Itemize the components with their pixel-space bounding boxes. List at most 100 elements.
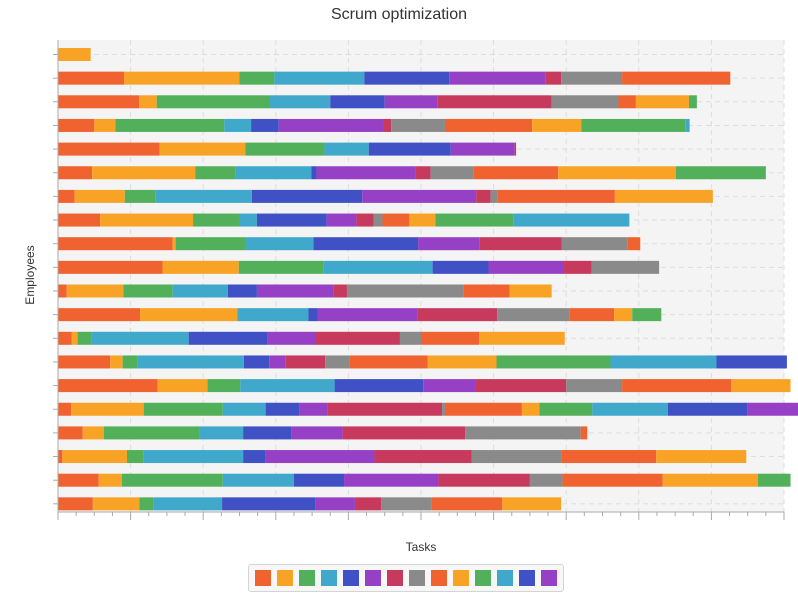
bar-segment [326,213,357,227]
bar-segment [139,497,154,511]
bar-segment [222,497,316,511]
legend-swatch[interactable] [497,570,513,586]
bar-segment [157,379,208,393]
bar-segment [561,450,657,464]
legend-swatch[interactable] [277,570,293,586]
bar-segment [155,189,252,203]
legend-swatch[interactable] [431,570,447,586]
legend-swatch[interactable] [299,570,315,586]
bar-segment [529,473,563,487]
bar-segment [311,166,317,180]
bar-segment [502,497,562,511]
bar-segment [126,450,144,464]
bar-segment [195,166,236,180]
bar-segment [58,166,93,180]
bar-segment [58,237,173,251]
bar-segment [632,308,662,322]
bar-segment [308,308,318,322]
bar-segment [193,213,240,227]
bar-segment [473,166,559,180]
bar-segment [442,402,445,416]
bar-segment [324,142,369,156]
bar-segment [66,284,124,298]
bar-segment [373,213,383,227]
bar-segment [450,142,515,156]
legend-swatch[interactable] [321,570,337,586]
bar-segment [82,426,104,440]
bar-segment [614,189,713,203]
bar-segment [207,379,241,393]
bar-segment [562,473,663,487]
bar-segment [479,237,562,251]
bar-segment [239,71,275,85]
bar-segment [299,402,328,416]
bar-segment [77,331,92,345]
bar-segment [509,284,552,298]
chart-title: Scrum optimization [330,6,468,23]
bar-segment [103,426,200,440]
legend-swatch[interactable] [475,570,491,586]
bar-segment [490,189,498,203]
bar-segment [98,473,122,487]
bar-segment [497,308,570,322]
bar-segment [438,473,530,487]
bar-segment [622,71,731,85]
bar-segment [159,142,246,156]
bar-segment [330,95,385,109]
bar-segment [558,166,676,180]
bar-segment [285,355,326,369]
bar-segment [58,426,83,440]
bar-segment [539,402,593,416]
bar-segment [274,71,365,85]
bar-segment [561,237,628,251]
bar-segment [140,308,238,322]
bar-segment [384,95,438,109]
bar-segment [449,71,546,85]
bar-segment [265,450,375,464]
bar-segment [532,118,582,132]
legend [248,564,564,592]
bar-segment [143,402,223,416]
bar-segment [427,355,497,369]
bar-segment [58,71,125,85]
bar-segment [545,71,562,85]
bar-segment [162,260,239,274]
bar-segment [92,166,196,180]
bar-segment [688,95,697,109]
bar-segment [291,426,343,440]
bar-segment [362,189,477,203]
legend-swatch[interactable] [453,570,469,586]
bar-segment [591,260,660,274]
bar-segment [256,213,327,227]
bar-segment [497,189,615,203]
bar-segment [334,379,424,393]
bar-segment [551,95,619,109]
legend-swatch[interactable] [365,570,381,586]
bar-segment [475,379,567,393]
bar-segment [430,166,474,180]
legend-swatch[interactable] [255,570,271,586]
bar-segment [444,118,533,132]
legend-swatch[interactable] [519,570,535,586]
bar-segment [91,331,189,345]
bar-segment [415,166,431,180]
bar-segment [316,166,416,180]
bar-segment [327,402,443,416]
bar-segment [417,308,498,322]
legend-swatch[interactable] [343,570,359,586]
bar-segment [418,237,480,251]
bar-segment [432,260,489,274]
bar-segment [156,95,270,109]
legend-swatch[interactable] [409,570,425,586]
bar-segment [175,237,247,251]
legend-swatch[interactable] [541,570,557,586]
bar-segment [488,260,565,274]
bar-segment [564,260,592,274]
bar-segment [757,473,791,487]
bar-segment [354,497,382,511]
bar-segment [71,402,144,416]
bar-segment [342,426,466,440]
legend-swatch[interactable] [387,570,403,586]
bar-segment [121,473,223,487]
bar-segment [323,260,433,274]
